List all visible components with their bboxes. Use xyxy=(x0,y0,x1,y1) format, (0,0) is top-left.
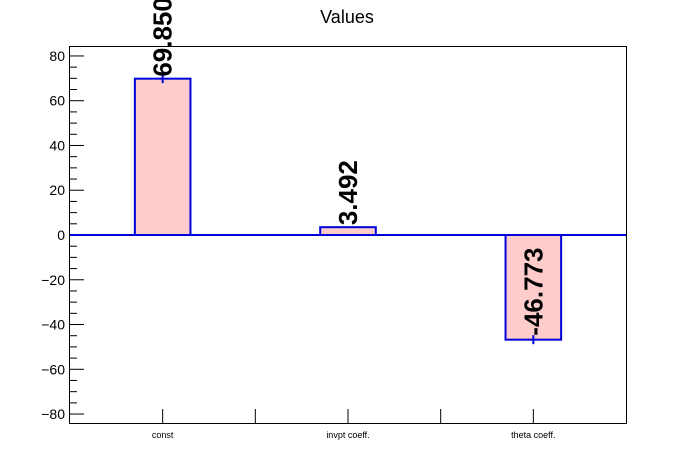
y-tick-label: −80 xyxy=(41,406,65,422)
value-labels: 69.850 3.492 -46.773 xyxy=(148,0,549,336)
value-label: -46.773 xyxy=(518,247,548,335)
y-tick-label: 60 xyxy=(49,93,65,109)
x-category-label: theta coeff. xyxy=(511,430,555,440)
chart-title: Values xyxy=(320,7,374,27)
x-category-label: invpt coeff. xyxy=(326,430,369,440)
y-tick-label: 20 xyxy=(49,182,65,198)
y-tick-label: 0 xyxy=(57,227,65,243)
y-tick-label: −40 xyxy=(41,317,65,333)
y-tick-label: −60 xyxy=(41,361,65,377)
plot-frame xyxy=(69,46,627,424)
x-category-label: const xyxy=(152,430,174,440)
bars xyxy=(133,74,563,345)
value-label: 69.850 xyxy=(148,0,178,77)
x-axis: const invpt coeff. theta coeff. xyxy=(152,409,556,440)
bar xyxy=(319,226,377,236)
y-axis: −80 −60 −40 −20 0 20 40 60 80 xyxy=(41,48,84,422)
bar xyxy=(133,77,192,236)
y-tick-label: −20 xyxy=(41,272,65,288)
value-label: 3.492 xyxy=(333,160,363,225)
y-tick-label: 80 xyxy=(49,48,65,64)
y-tick-label: 40 xyxy=(49,137,65,153)
